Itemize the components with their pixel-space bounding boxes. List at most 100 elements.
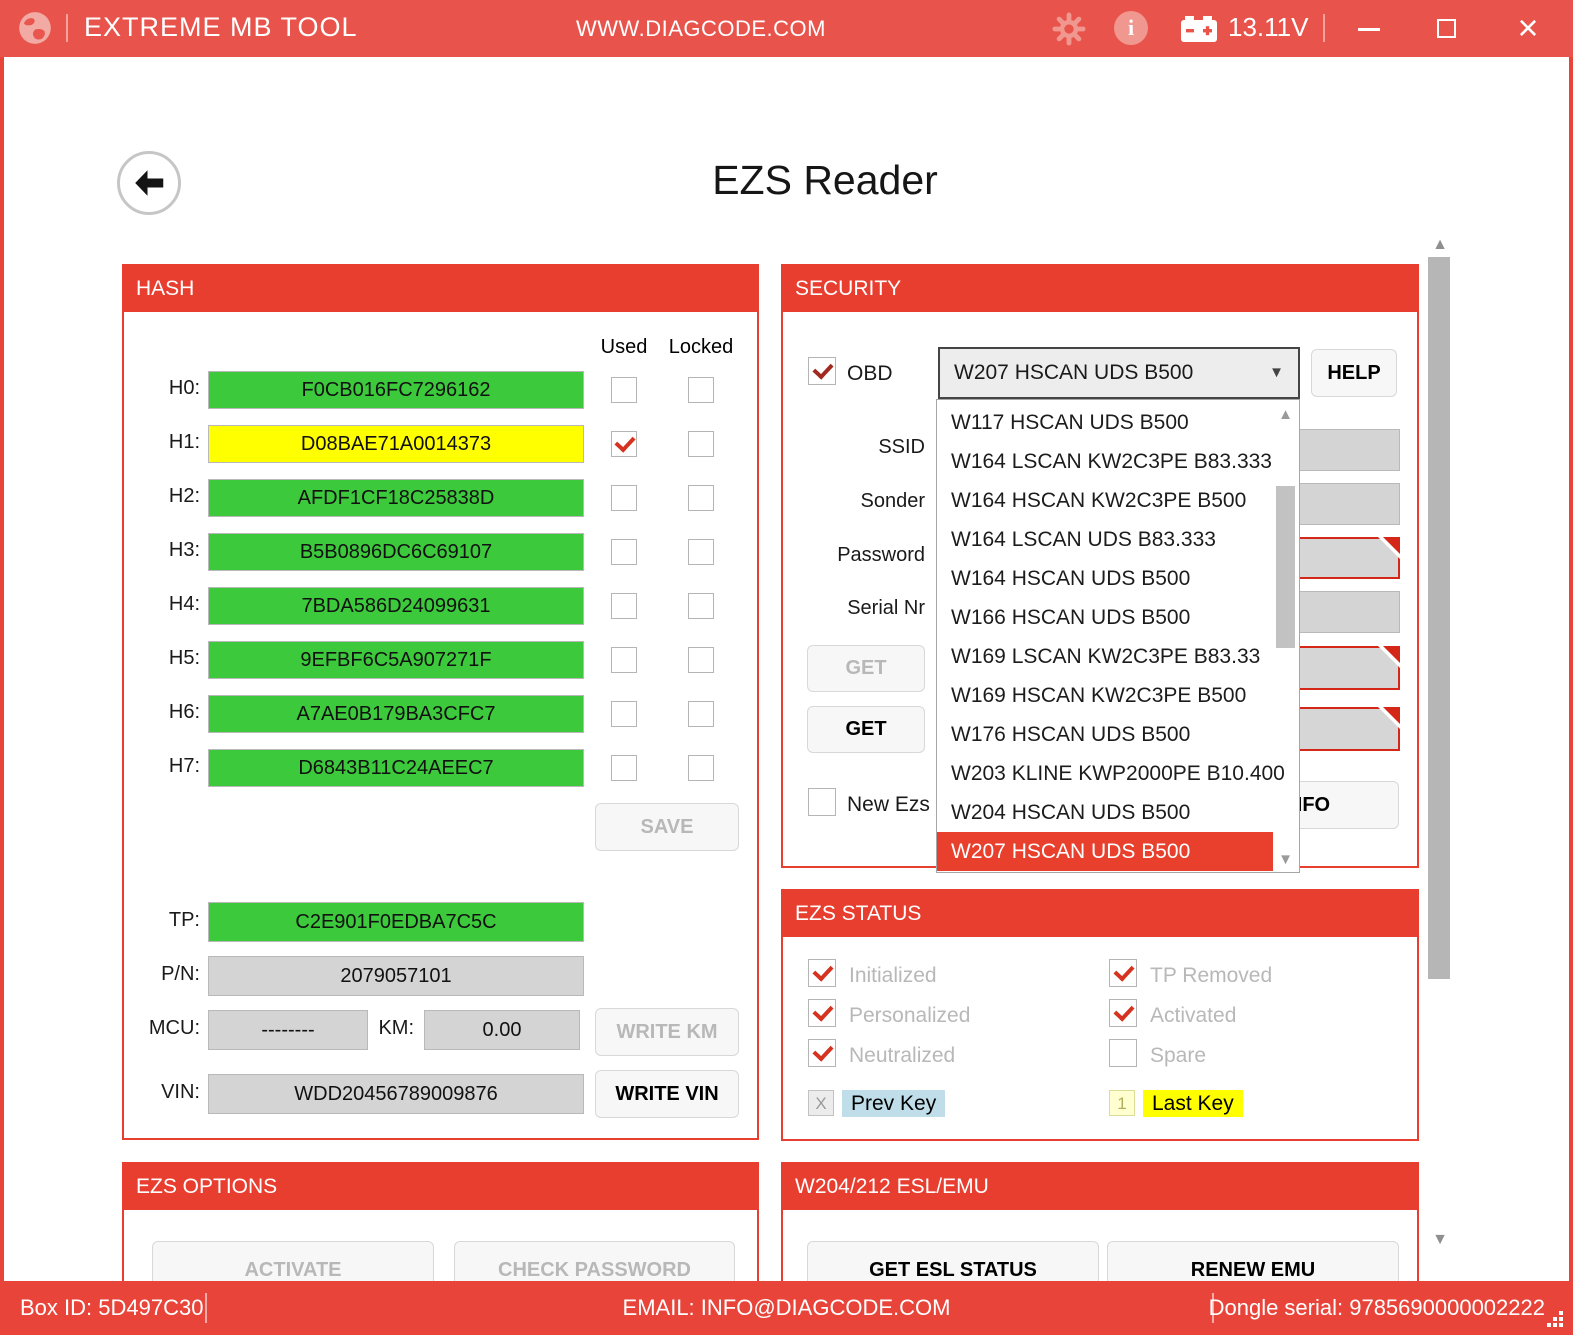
dropdown-scrollbar-thumb[interactable] <box>1276 486 1295 648</box>
dropdown-option[interactable]: W203 KLINE KWP2000PE B10.400 <box>951 762 1285 785</box>
vin-label: VIN: <box>161 1081 200 1103</box>
scroll-up-icon[interactable]: ▲ <box>1278 406 1293 423</box>
box-id-text: Box ID: 5D497C30 <box>20 1295 204 1320</box>
ezs-options-header: EZS OPTIONS <box>124 1164 757 1210</box>
locked-checkbox-h4[interactable] <box>688 593 714 619</box>
new-ezs-checkbox[interactable] <box>808 788 836 816</box>
window-right-border <box>1569 57 1573 1281</box>
used-checkbox-h2[interactable] <box>611 485 637 511</box>
personalized-checkbox[interactable] <box>808 999 836 1027</box>
page-scroll-up-icon[interactable]: ▲ <box>1432 236 1448 253</box>
hash-row-label: H1: <box>168 431 200 453</box>
get-esl-status-button[interactable]: GET ESL STATUS <box>807 1241 1099 1281</box>
used-checkbox-h7[interactable] <box>611 755 637 781</box>
tp-label: TP: <box>168 909 200 931</box>
hash-value-field-h3[interactable]: B5B0896DC6C69107 <box>208 533 584 571</box>
used-checkbox-h1[interactable] <box>611 431 637 457</box>
initialized-checkbox[interactable] <box>808 959 836 987</box>
dropdown-option[interactable]: W164 LSCAN KW2C3PE B83.333 <box>951 450 1272 473</box>
dropdown-option[interactable]: W117 HSCAN UDS B500 <box>951 411 1189 434</box>
dongle-serial-text: Dongle serial: 9785690000002222 <box>1208 1295 1545 1320</box>
tp-removed-label: TP Removed <box>1150 964 1273 987</box>
hash-value-field-h4[interactable]: 7BDA586D24099631 <box>208 587 584 625</box>
prev-key-count: X <box>808 1090 834 1116</box>
save-button[interactable]: SAVE <box>595 803 739 851</box>
minimize-button[interactable] <box>1352 10 1386 46</box>
close-button[interactable]: × <box>1517 7 1539 48</box>
write-vin-button[interactable]: WRITE VIN <box>595 1070 739 1118</box>
info-icon[interactable]: i <box>1114 11 1148 45</box>
hash-value-field-h5[interactable]: 9EFBF6C5A907271F <box>208 641 584 679</box>
dropdown-option[interactable]: W204 HSCAN UDS B500 <box>951 801 1191 824</box>
dropdown-option[interactable]: W164 HSCAN UDS B500 <box>951 567 1191 590</box>
check-password-button[interactable]: CHECK PASSWORD <box>454 1241 735 1281</box>
used-checkbox-h4[interactable] <box>611 593 637 619</box>
write-km-button[interactable]: WRITE KM <box>595 1008 739 1056</box>
dropdown-option[interactable]: W169 LSCAN KW2C3PE B83.33 <box>951 645 1261 668</box>
mcu-field[interactable]: -------- <box>208 1010 368 1050</box>
activated-checkbox[interactable] <box>1109 999 1137 1027</box>
renew-emu-button[interactable]: RENEW EMU <box>1107 1241 1399 1281</box>
resize-grip[interactable] <box>1559 1323 1563 1327</box>
page-scroll-down-icon[interactable]: ▼ <box>1432 1231 1448 1248</box>
vin-field[interactable]: WDD20456789009876 <box>208 1074 584 1114</box>
locked-checkbox-h7[interactable] <box>688 755 714 781</box>
esl-emu-panel: W204/212 ESL/EMU GET ESL STATUS RENEW EM… <box>781 1162 1419 1281</box>
settings-gear-icon[interactable] <box>1051 11 1087 47</box>
hash-value-field-h7[interactable]: D6843B11C24AEEC7 <box>208 749 584 787</box>
locked-checkbox-h2[interactable] <box>688 485 714 511</box>
hash-panel-header: HASH <box>124 266 757 312</box>
pn-field[interactable]: 2079057101 <box>208 956 584 996</box>
protocol-dropdown[interactable]: W207 HSCAN UDS B500 ▼ <box>938 347 1300 399</box>
hash-value-field-h6[interactable]: A7AE0B179BA3CFC7 <box>208 695 584 733</box>
dropdown-option-selected[interactable]: W207 HSCAN UDS B500 <box>937 832 1273 871</box>
spare-checkbox[interactable] <box>1109 1039 1137 1067</box>
initialized-label: Initialized <box>849 964 937 987</box>
hash-row-label: H2: <box>168 485 200 507</box>
ezs-options-panel: EZS OPTIONS ACTIVATE CHECK PASSWORD <box>122 1162 759 1281</box>
used-checkbox-h0[interactable] <box>611 377 637 403</box>
protocol-dropdown-list: W117 HSCAN UDS B500 W164 LSCAN KW2C3PE B… <box>936 399 1300 873</box>
locked-checkbox-h0[interactable] <box>688 377 714 403</box>
maximize-button[interactable] <box>1430 10 1464 46</box>
used-checkbox-h6[interactable] <box>611 701 637 727</box>
locked-checkbox-h6[interactable] <box>688 701 714 727</box>
tp-field[interactable]: C2E901F0EDBA7C5C <box>208 902 584 942</box>
scroll-down-icon[interactable]: ▼ <box>1278 851 1293 868</box>
chevron-down-icon: ▼ <box>1269 364 1284 381</box>
hash-row-label: H3: <box>168 539 200 561</box>
hash-row-label: H7: <box>168 755 200 777</box>
dropdown-option[interactable]: W176 HSCAN UDS B500 <box>951 723 1191 746</box>
hash-value-field-h0[interactable]: F0CB016FC7296162 <box>208 371 584 409</box>
locked-checkbox-h5[interactable] <box>688 647 714 673</box>
back-button[interactable] <box>117 151 181 215</box>
neutralized-checkbox[interactable] <box>808 1039 836 1067</box>
serial-nr-label: Serial Nr <box>847 597 925 619</box>
ssid-label: SSID <box>878 436 925 458</box>
obd-checkbox[interactable] <box>808 357 836 385</box>
tp-removed-checkbox[interactable] <box>1109 959 1137 987</box>
dropdown-option[interactable]: W164 HSCAN KW2C3PE B500 <box>951 489 1247 512</box>
used-checkbox-h5[interactable] <box>611 647 637 673</box>
hash-panel: HASH Used Locked H0: F0CB016FC7296162 H1… <box>122 264 759 1140</box>
used-checkbox-h3[interactable] <box>611 539 637 565</box>
activate-button[interactable]: ACTIVATE <box>152 1241 434 1281</box>
dropdown-option[interactable]: W164 LSCAN UDS B83.333 <box>951 528 1216 551</box>
page-scrollbar-thumb[interactable] <box>1428 257 1450 979</box>
neutralized-label: Neutralized <box>849 1044 956 1067</box>
obd-label: OBD <box>847 362 893 385</box>
statusbar-separator <box>205 1293 207 1323</box>
dropdown-option[interactable]: W169 HSCAN KW2C3PE B500 <box>951 684 1247 707</box>
get-hash-button[interactable]: GET <box>807 645 925 692</box>
km-field[interactable]: 0.00 <box>424 1010 580 1050</box>
get-key-button[interactable]: GET <box>807 706 925 753</box>
dropdown-option[interactable]: W166 HSCAN UDS B500 <box>951 606 1191 629</box>
statusbar-separator <box>1212 1293 1214 1323</box>
locked-checkbox-h3[interactable] <box>688 539 714 565</box>
hash-value-field-h1[interactable]: D08BAE71A0014373 <box>208 425 584 463</box>
hash-value-field-h2[interactable]: AFDF1CF18C25838D <box>208 479 584 517</box>
hash-row-label: H0: <box>168 377 200 399</box>
locked-checkbox-h1[interactable] <box>688 431 714 457</box>
help-button[interactable]: HELP <box>1311 349 1397 397</box>
main-content: EZS Reader HASH Used Locked H0: F0CB016F… <box>0 57 1573 1281</box>
